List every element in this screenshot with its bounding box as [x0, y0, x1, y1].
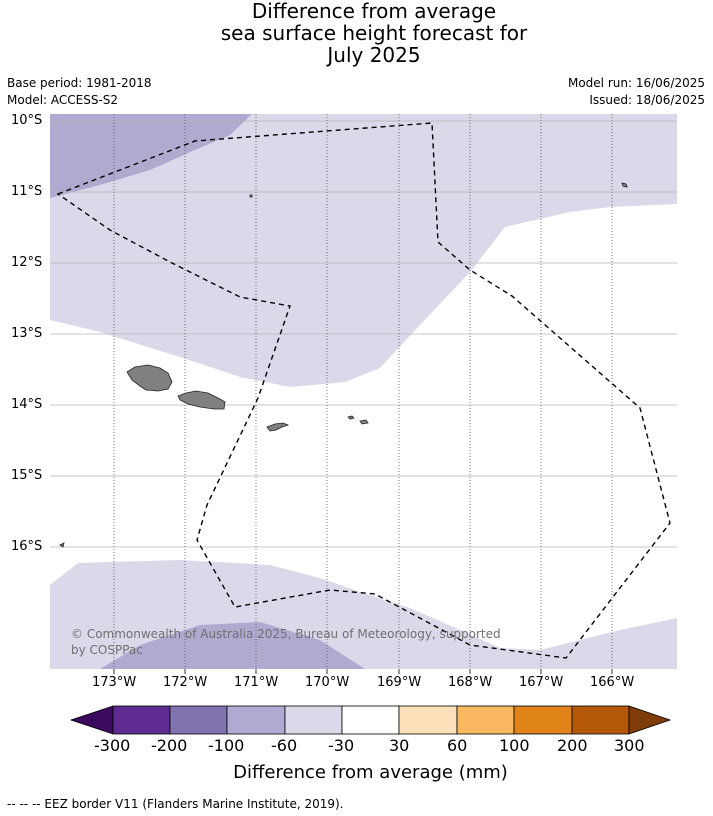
lon-label-170w: 170°W	[305, 675, 350, 690]
longitude-gridlines	[113, 114, 613, 669]
meta-left: Base period: 1981-2018 Model: ACCESS-S2	[7, 75, 152, 109]
colorbar-segment-2	[169, 705, 228, 735]
colorbar-segment-3	[226, 705, 286, 735]
base-period: Base period: 1981-2018	[7, 76, 152, 90]
model-name: Model: ACCESS-S2	[7, 93, 119, 107]
lat-label-14s: 14°S	[11, 397, 43, 412]
island-islet-west	[59, 542, 65, 548]
title-line-2: sea surface height forecast for	[220, 21, 528, 45]
lat-label-10s: 10°S	[11, 113, 43, 128]
lon-label-166w: 166°W	[590, 675, 635, 690]
map-area	[50, 114, 677, 669]
anomaly-region-south-medium	[100, 622, 365, 669]
eez-border	[56, 122, 671, 659]
lat-label-13s: 13°S	[11, 326, 43, 341]
axis-ticks	[113, 669, 613, 674]
colorbar-segment-5	[341, 705, 400, 735]
colorbar-label-minus-100: -100	[208, 736, 245, 755]
issued-date: Issued: 18/06/2025	[589, 93, 705, 107]
lon-label-173w: 173°W	[92, 675, 137, 690]
lat-label-16s: 16°S	[11, 539, 43, 554]
colorbar-label-100: 100	[499, 736, 530, 755]
anomaly-region-north-light	[50, 114, 677, 387]
colorbar-segment-4	[284, 705, 343, 735]
colorbar-label-minus-300: -300	[94, 736, 131, 755]
colorbar-segment-9	[571, 705, 630, 735]
island-savaii	[126, 364, 173, 392]
model-run: Model run: 16/06/2025	[567, 76, 705, 90]
colorbar-label-minus-200: -200	[151, 736, 188, 755]
colorbar-segment-7	[456, 705, 515, 735]
lon-label-168w: 168°W	[448, 675, 493, 690]
colorbar-extend-low	[69, 705, 114, 735]
colorbar-segment-1	[112, 705, 171, 735]
island-swains	[249, 194, 253, 198]
eez-footnote: -- -- -- EEZ border V11 (Flanders Marine…	[7, 797, 344, 811]
colorbar-segment-8	[513, 705, 573, 735]
colorbar-label-300: 300	[614, 736, 645, 755]
colorbar-label-60: 60	[447, 736, 468, 755]
copyright-notice: © Commonwealth of Australia 2025, Bureau…	[71, 627, 501, 657]
lat-label-15s: 15°S	[11, 468, 43, 483]
island-tokelau-small	[621, 182, 628, 188]
lon-label-167w: 167°W	[519, 675, 564, 690]
chart-title: Difference from average sea surface heig…	[0, 0, 713, 66]
lat-label-11s: 11°S	[11, 184, 43, 199]
colorbar-segment-6	[398, 705, 458, 735]
colorbar-extend-high	[628, 705, 672, 735]
island-manua-1	[347, 415, 355, 420]
land-islands	[59, 182, 628, 548]
latitude-gridlines	[50, 120, 677, 548]
lon-label-169w: 169°W	[377, 675, 422, 690]
meta-right: Model run: 16/06/2025 Issued: 18/06/2025	[568, 75, 705, 109]
title-line-1: Difference from average	[251, 0, 497, 23]
island-tutuila	[266, 422, 290, 432]
island-upolu	[177, 390, 226, 410]
colorbar	[69, 705, 672, 735]
lat-label-12s: 12°S	[11, 255, 43, 270]
colorbar-label-minus-60: -60	[271, 736, 298, 755]
lon-label-171w: 171°W	[234, 675, 279, 690]
colorbar-label-30: 30	[389, 736, 410, 755]
lon-label-172w: 172°W	[163, 675, 208, 690]
colorbar-label-200: 200	[557, 736, 588, 755]
colorbar-title: Difference from average (mm)	[233, 762, 508, 783]
colorbar-label-minus-30: -30	[328, 736, 355, 755]
island-manua-2	[359, 419, 369, 425]
title-line-3: July 2025	[327, 43, 421, 67]
